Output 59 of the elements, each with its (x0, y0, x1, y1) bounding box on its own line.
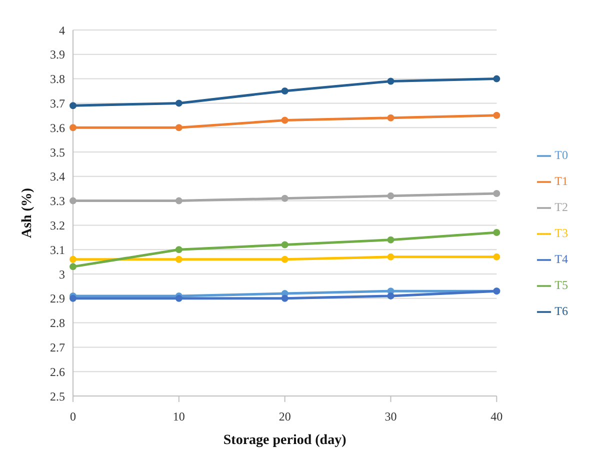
y-tick-label: 3 (59, 267, 65, 282)
point (281, 256, 288, 263)
point (493, 75, 500, 82)
point (281, 241, 288, 248)
y-tick-label: 3.2 (50, 218, 65, 232)
point (387, 236, 394, 244)
y-tick-label: 3.9 (50, 48, 65, 62)
y-tick-label: 2.6 (50, 364, 65, 379)
point (70, 124, 76, 132)
point (387, 192, 394, 200)
point (387, 78, 394, 85)
y-tick-label: 2.5 (50, 389, 65, 404)
y-axis-title: Ash (%) (20, 188, 35, 238)
point (387, 292, 394, 300)
legend-label: T2 (554, 200, 568, 214)
x-tick-label: 30 (384, 410, 397, 424)
point (387, 253, 394, 260)
point (175, 197, 182, 204)
point (281, 194, 288, 202)
y-tick-label: 2.8 (50, 316, 65, 330)
y-tick-label: 4 (59, 23, 65, 38)
point (493, 112, 500, 119)
point (175, 256, 182, 263)
x-axis-title: Storage period (day) (223, 433, 347, 448)
point (175, 100, 182, 107)
x-tick-label: 0 (70, 410, 76, 424)
point (281, 116, 288, 124)
x-tick-label: 20 (278, 410, 291, 424)
y-tick-label: 2.9 (50, 292, 65, 306)
point (281, 88, 288, 94)
point (493, 229, 500, 236)
x-tick-label: 10 (172, 410, 185, 424)
legend-label: T3 (554, 226, 568, 240)
legend-label: T4 (554, 252, 568, 266)
y-tick-label: 2.7 (50, 340, 65, 354)
x-tick-label: 40 (490, 410, 503, 424)
y-tick-label: 3.4 (50, 170, 65, 184)
legend-label: T5 (554, 278, 568, 292)
point (70, 197, 76, 204)
y-tick-label: 3.6 (50, 120, 65, 135)
point (281, 294, 288, 302)
legend-label: T6 (554, 304, 568, 318)
point (175, 294, 182, 302)
point (175, 246, 182, 254)
point (70, 256, 76, 263)
y-tick-label: 3.5 (50, 145, 65, 160)
legend-label: T0 (554, 148, 568, 162)
y-tick-label: 3.7 (50, 96, 65, 110)
y-tick-label: 3.1 (50, 242, 65, 257)
y-tick-label: 3.8 (50, 72, 65, 86)
legend-label: T1 (554, 174, 568, 188)
point (387, 114, 394, 122)
point (70, 263, 76, 270)
point (70, 294, 76, 302)
point (175, 124, 182, 132)
point (493, 190, 500, 197)
point (493, 253, 500, 260)
y-tick-label: 3.3 (50, 194, 65, 208)
point (70, 102, 76, 110)
